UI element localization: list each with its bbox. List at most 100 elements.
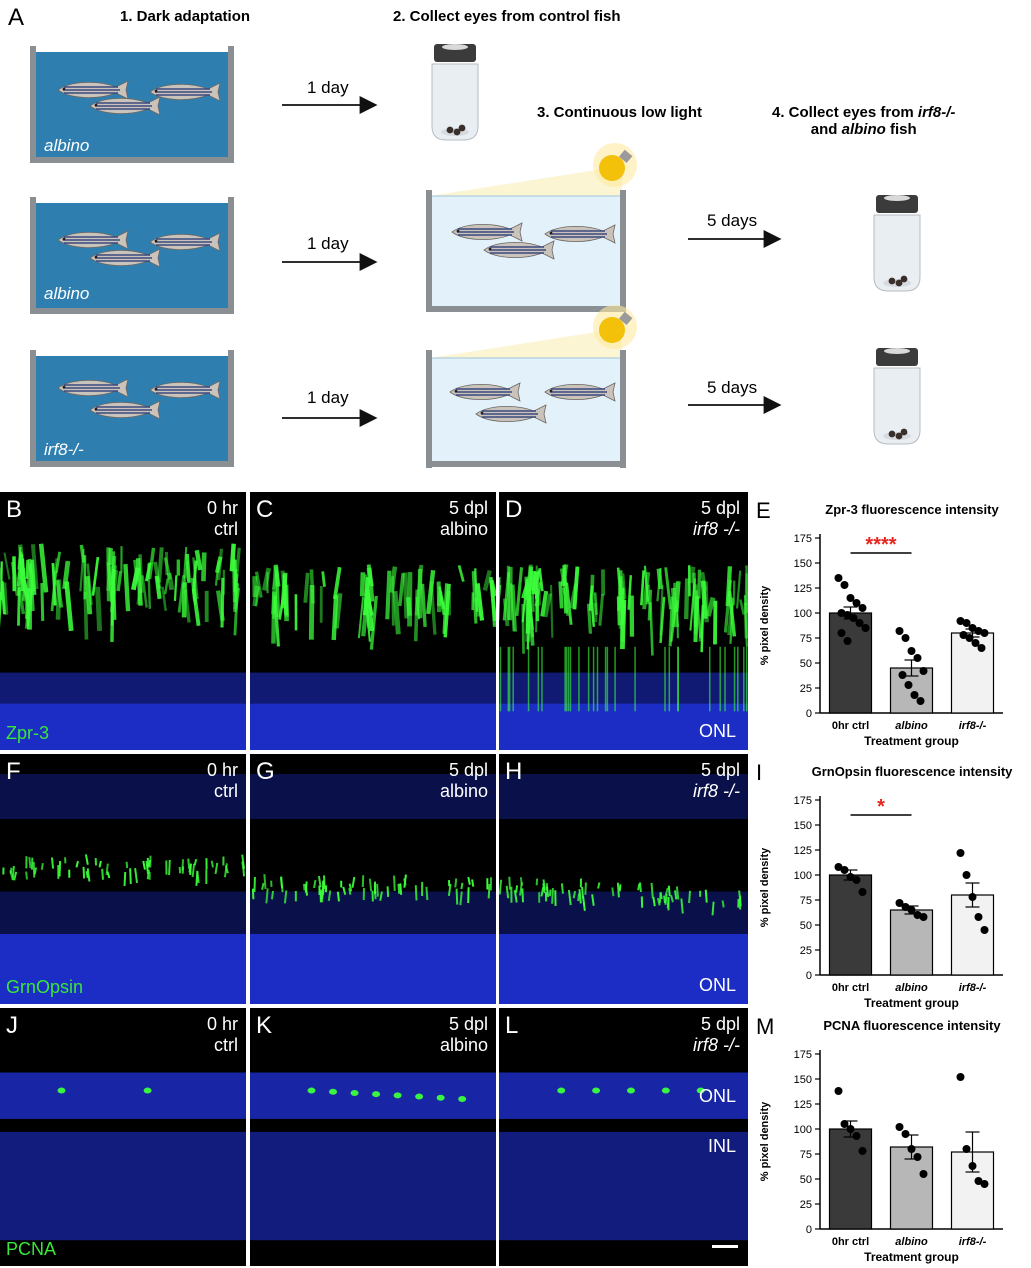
data-point: [977, 644, 986, 652]
bar: [889, 909, 934, 976]
micrograph-c: C 5 dpl albino: [250, 492, 496, 750]
condition-line2: albino: [439, 780, 488, 801]
charts-svg: E Zpr-3 fluorescence intensity % pixel den…: [756, 498, 1013, 1264]
data-point: [852, 876, 861, 884]
jar-icon: [873, 194, 921, 292]
micrograph-image: [0, 543, 246, 750]
bar: [889, 1146, 934, 1230]
data-point: [858, 888, 867, 896]
condition-line1: 5 dpl: [700, 1014, 740, 1034]
data-point: [916, 697, 925, 705]
condition-line2: irf8 -/-: [693, 1034, 740, 1055]
bar: [828, 1128, 873, 1230]
panel-letter-g: G: [256, 758, 275, 785]
panel-letter-c: C: [256, 496, 274, 523]
data-point: [895, 627, 904, 635]
onl-label: ONL: [698, 975, 736, 995]
onl-label: ONL: [698, 721, 736, 741]
step4-line1-pre: 4. Collect eyes from: [772, 104, 918, 121]
x-tick-label: albino: [895, 1236, 928, 1248]
data-point: [962, 871, 971, 879]
step1-title: 1. Dark adaptation: [120, 8, 251, 25]
data-point: [861, 624, 870, 632]
y-tick-label: 175: [794, 795, 812, 807]
micrograph-image: [499, 774, 748, 1004]
inl-label: INL: [707, 1136, 736, 1156]
data-point: [895, 899, 904, 907]
arrow-label-4: 5 days: [707, 211, 758, 230]
panel-letter-e: E: [756, 498, 771, 523]
y-tick-label: 125: [794, 583, 812, 595]
condition-label: 5 dpl albino: [440, 1014, 488, 1055]
micrograph-image: [499, 563, 748, 750]
data-point: [974, 1177, 983, 1185]
chart-title: Zpr-3 fluorescence intensity: [825, 502, 999, 517]
micrograph-j: J 0 hr ctrl PCNA: [0, 1008, 246, 1266]
y-tick-label: 50: [800, 1174, 812, 1186]
stain-label: Zpr-3: [6, 723, 50, 743]
panel-letter-d: D: [505, 496, 523, 523]
y-tick-label: 0: [806, 970, 812, 982]
condition-line2: albino: [439, 518, 488, 539]
condition-label: 5 dpl irf8 -/-: [693, 1014, 740, 1055]
data-point: [843, 637, 852, 645]
panel-letter-k: K: [256, 1012, 273, 1039]
data-point: [834, 863, 843, 871]
stain-label: GrnOpsin: [6, 977, 84, 997]
condition-label: 0 hr ctrl: [207, 760, 238, 801]
panel-letter-i: I: [756, 760, 762, 785]
condition-line1: 5 dpl: [448, 760, 488, 780]
chart-title: PCNA fluorescence intensity: [823, 1018, 1001, 1033]
condition-line1: 0 hr: [206, 1014, 238, 1034]
panel-letter-a: A: [8, 4, 25, 31]
y-tick-label: 150: [794, 558, 812, 570]
micrograph-image: [250, 564, 496, 750]
y-tick-label: 25: [800, 683, 812, 695]
micrograph-h: H 5 dpl irf8 -/- ONL: [499, 754, 748, 1004]
micrograph-d: D 5 dpl irf8 -/- ONL: [499, 492, 748, 750]
data-point: [901, 634, 910, 642]
y-tick-label: 100: [794, 1124, 812, 1136]
data-point: [913, 1153, 922, 1161]
micrograph-image: [250, 774, 496, 1004]
data-point: [959, 631, 968, 639]
condition-line1: 0 hr: [206, 498, 238, 518]
data-point: [834, 1087, 843, 1095]
data-point: [837, 629, 846, 637]
dark-tank-3: [30, 350, 234, 467]
micrograph-image: [0, 774, 246, 1004]
arrow-label-2: 1 day: [307, 234, 349, 253]
jar-icon: [873, 347, 921, 445]
data-point: [895, 1123, 904, 1131]
y-tick-label: 150: [794, 820, 812, 832]
x-tick-label: 0hr ctrl: [832, 720, 869, 732]
y-tick-label: 25: [800, 1199, 812, 1211]
data-point: [849, 614, 858, 622]
bar: [950, 1151, 995, 1230]
data-point: [962, 619, 971, 627]
data-point: [840, 581, 849, 589]
step4-line1-em: irf8-/-: [917, 104, 956, 121]
data-point: [852, 1132, 861, 1140]
data-point: [898, 671, 907, 679]
condition-line2: irf8 -/-: [693, 780, 740, 801]
condition-label: 0 hr ctrl: [207, 1014, 238, 1055]
data-point: [834, 574, 843, 582]
data-point: [858, 604, 867, 612]
step4-title: 4. Collect eyes from irf8-/- and albino …: [772, 104, 955, 138]
panel-letter-f: F: [6, 758, 21, 785]
x-axis-label: Treatment group: [864, 1250, 959, 1264]
data-point: [968, 1162, 977, 1170]
y-axis-label: % pixel density: [759, 847, 771, 927]
condition-line2: ctrl: [214, 780, 238, 801]
y-tick-label: 125: [794, 845, 812, 857]
micrograph-k: K 5 dpl albino: [250, 1008, 496, 1266]
panel-a: A 1. Dark adaptation 2. Collect eyes fro…: [0, 0, 1031, 480]
data-point: [901, 1130, 910, 1138]
condition-line1: 5 dpl: [448, 498, 488, 518]
condition-label: 5 dpl irf8 -/-: [693, 498, 740, 539]
data-point: [971, 639, 980, 647]
significance-label: ****: [865, 534, 896, 556]
onl-label: ONL: [698, 1086, 736, 1106]
data-point: [968, 624, 977, 632]
